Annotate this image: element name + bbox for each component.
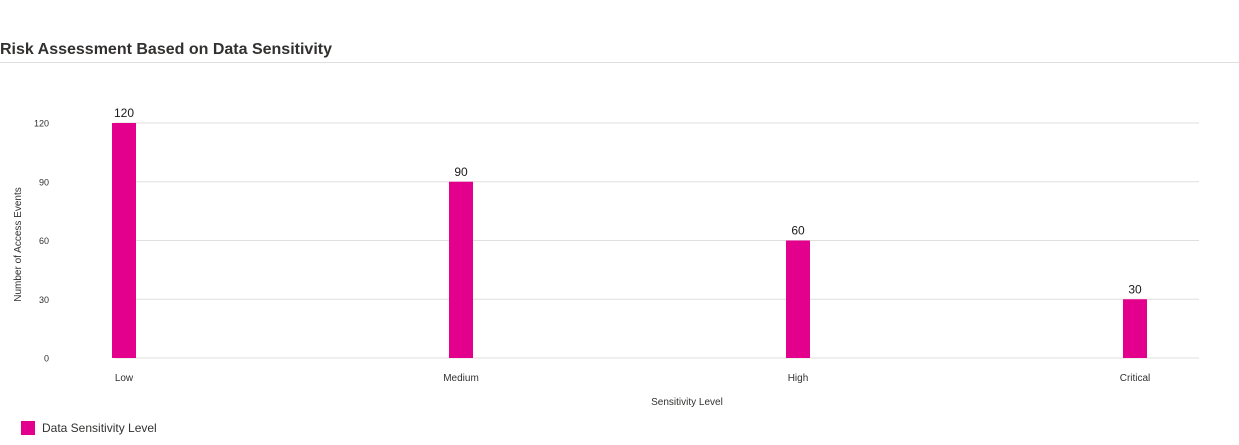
data-label: 60 (791, 224, 805, 238)
data-labels: 120 90 60 30 (114, 106, 1142, 296)
legend-item[interactable]: Data Sensitivity Level (21, 421, 157, 435)
bar-critical[interactable] (1123, 299, 1147, 358)
x-axis-ticks: Low Medium High Critical (115, 373, 1150, 384)
bars (112, 123, 1147, 358)
data-label: 120 (114, 106, 134, 120)
data-label: 90 (454, 165, 468, 179)
x-tick-label: Critical (1120, 373, 1151, 384)
y-tick-label: 90 (39, 177, 49, 187)
x-axis-title: Sensitivity Level (651, 397, 723, 408)
legend-swatch (21, 421, 35, 435)
y-tick-label: 60 (39, 236, 49, 246)
bar-medium[interactable] (449, 181, 473, 358)
x-tick-label: Low (115, 373, 134, 384)
x-tick-label: Medium (443, 373, 479, 384)
data-label: 30 (1128, 282, 1142, 296)
y-tick-label: 120 (34, 119, 49, 129)
y-axis-ticks: 0 30 60 90 120 (34, 119, 49, 364)
y-tick-label: 30 (39, 295, 49, 305)
title-divider (0, 62, 1239, 63)
bar-low[interactable] (112, 123, 136, 358)
x-tick-label: High (788, 373, 809, 384)
gridlines (115, 122, 1199, 359)
y-tick-label: 0 (44, 354, 49, 364)
chart-title: Risk Assessment Based on Data Sensitivit… (0, 41, 332, 58)
legend-label: Data Sensitivity Level (42, 421, 157, 435)
y-axis-title: Number of Access Events (13, 187, 24, 302)
bar-high[interactable] (786, 240, 810, 359)
